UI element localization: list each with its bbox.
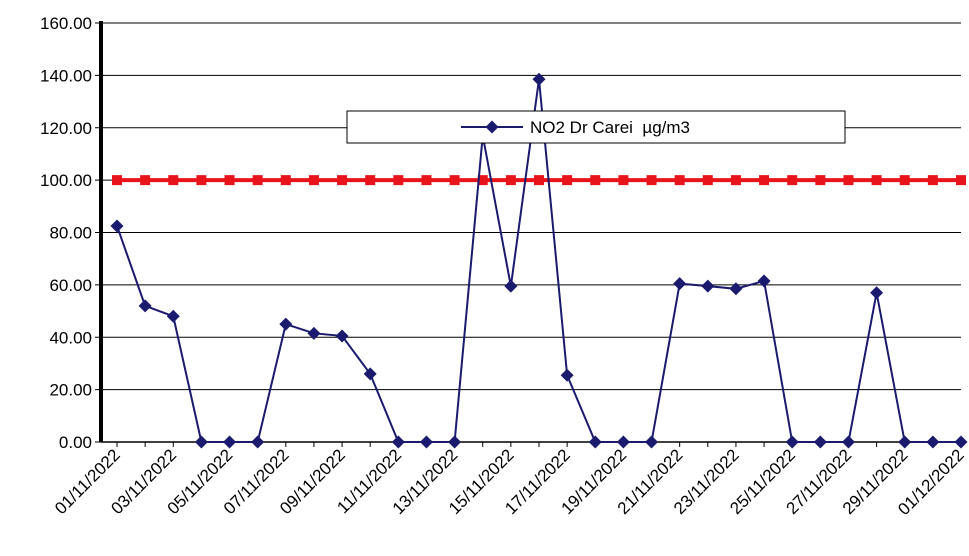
y-tick-label: 80.00 — [49, 224, 92, 243]
limit-marker — [871, 175, 882, 186]
legend-diamond-marker — [485, 120, 499, 134]
y-tick-label: 120.00 — [40, 119, 92, 138]
data-point — [560, 368, 574, 382]
legend-label: NO2 Dr Carei µg/m3 — [530, 118, 690, 137]
data-point — [504, 279, 518, 293]
limit-marker — [308, 175, 319, 186]
limit-marker — [393, 175, 404, 186]
data-point — [673, 277, 687, 291]
y-tick-label: 160.00 — [40, 14, 92, 33]
limit-marker — [590, 175, 601, 186]
y-tick-label: 140.00 — [40, 66, 92, 85]
data-point — [223, 435, 237, 449]
data-point — [110, 219, 124, 233]
data-point — [279, 317, 293, 331]
y-tick-label: 0.00 — [59, 433, 92, 452]
data-point — [841, 435, 855, 449]
y-tick-label: 40.00 — [49, 328, 92, 347]
data-point — [363, 367, 377, 381]
limit-marker — [843, 175, 854, 186]
y-axis-ticks: 0.00 20.00 40.00 60.00 80.00 100.00 120.00 140.… — [40, 14, 101, 452]
limit-marker — [224, 175, 235, 186]
data-point — [307, 326, 321, 340]
series-layer — [110, 72, 968, 449]
limit-marker — [787, 175, 798, 186]
limit-marker — [168, 175, 179, 186]
limit-marker — [702, 175, 713, 186]
data-point — [335, 329, 349, 343]
data-point — [870, 286, 884, 300]
limit-marker — [899, 175, 910, 186]
data-point — [251, 435, 265, 449]
data-point — [616, 435, 630, 449]
data-point — [138, 299, 152, 313]
limit-marker — [618, 175, 629, 186]
limit-marker — [252, 175, 263, 186]
limit-marker — [196, 175, 207, 186]
limit-marker — [562, 175, 573, 186]
limit-marker — [674, 175, 685, 186]
data-point — [926, 435, 940, 449]
data-point — [532, 72, 546, 86]
limit-marker — [140, 175, 151, 186]
x-axis-ticks: 01/11/202203/11/202205/11/202207/11/2022… — [51, 442, 968, 519]
limit-marker — [365, 175, 376, 186]
limit-marker — [956, 175, 966, 186]
data-point — [729, 282, 743, 296]
limit-marker — [421, 175, 432, 186]
data-point — [588, 435, 602, 449]
y-tick-label: 20.00 — [49, 381, 92, 400]
limit-marker — [505, 175, 516, 186]
limit-marker — [927, 175, 938, 186]
data-point — [757, 274, 771, 288]
limit-marker — [646, 175, 657, 186]
limit-marker — [449, 175, 460, 186]
data-point — [194, 435, 208, 449]
legend-box — [346, 110, 846, 144]
limit-marker — [759, 175, 770, 186]
y-tick-label: 100.00 — [40, 171, 92, 190]
legend: NO2 Dr Carei µg/m3 — [346, 110, 846, 144]
data-point — [391, 435, 405, 449]
data-point — [419, 435, 433, 449]
limit-marker — [280, 175, 291, 186]
data-point — [954, 435, 968, 449]
data-point — [785, 435, 799, 449]
data-point — [813, 435, 827, 449]
limit-marker — [337, 175, 348, 186]
gridlines — [101, 22, 961, 391]
y-tick-label: 60.00 — [49, 276, 92, 295]
limit-marker — [534, 175, 544, 186]
limit-marker — [112, 175, 122, 186]
limit-marker — [477, 175, 488, 186]
limit-marker — [730, 175, 741, 186]
data-point — [166, 309, 180, 323]
data-point — [645, 435, 659, 449]
limit-marker — [815, 175, 826, 186]
data-point — [898, 435, 912, 449]
data-point — [701, 279, 715, 293]
data-point — [448, 435, 462, 449]
